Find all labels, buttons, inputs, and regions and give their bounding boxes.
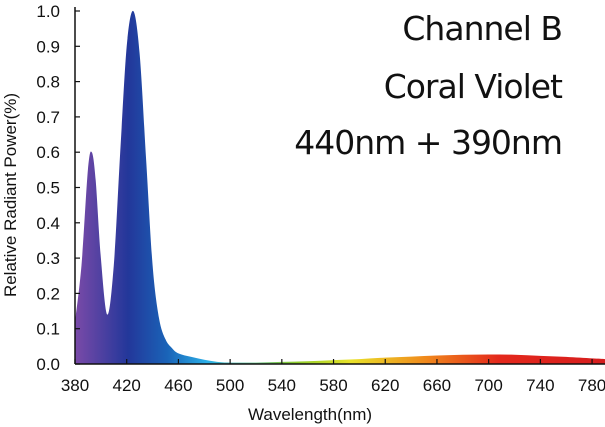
x-tick-label: 540 xyxy=(268,376,296,395)
y-tick-label: 0.7 xyxy=(36,108,60,127)
x-axis-ticks: 380 420 460 500 540 580 620 660 700 740 780 xyxy=(61,359,605,395)
y-tick-label: 0.2 xyxy=(36,284,60,303)
x-tick-label: 460 xyxy=(164,376,192,395)
x-tick-label: 500 xyxy=(216,376,244,395)
y-tick-label: 0.6 xyxy=(36,143,60,162)
x-tick-label: 420 xyxy=(113,376,141,395)
y-axis-ticks: 0.0 0.1 0.2 0.3 0.4 0.5 0.6 0.7 0.8 0.9 1.0 xyxy=(36,2,80,374)
title-line-3: 440nm + 390nm xyxy=(294,123,562,162)
y-axis-label: Relative Radiant Power(%) xyxy=(1,93,20,297)
y-tick-label: 0.8 xyxy=(36,73,60,92)
x-tick-label: 660 xyxy=(423,376,451,395)
x-tick-label: 380 xyxy=(61,376,89,395)
y-tick-label: 1.0 xyxy=(36,2,60,21)
spectrum-area xyxy=(75,10,605,365)
x-tick-label: 620 xyxy=(371,376,399,395)
y-tick-label: 0.4 xyxy=(36,214,60,233)
y-tick-label: 0.3 xyxy=(36,249,60,268)
y-tick-label: 0.9 xyxy=(36,37,60,56)
x-axis-label: Wavelength(nm) xyxy=(248,405,372,424)
x-tick-label: 740 xyxy=(526,376,554,395)
title-line-1: Channel B xyxy=(402,9,562,48)
x-tick-label: 700 xyxy=(474,376,502,395)
title-line-2: Coral Violet xyxy=(384,67,563,106)
chart-title: Channel B Coral Violet 440nm + 390nm xyxy=(294,9,564,162)
y-tick-label: 0.0 xyxy=(36,355,60,374)
y-tick-label: 0.5 xyxy=(36,179,60,198)
x-tick-label: 780 xyxy=(578,376,605,395)
x-tick-label: 580 xyxy=(319,376,347,395)
y-tick-label: 0.1 xyxy=(36,320,60,339)
axes xyxy=(74,7,605,365)
